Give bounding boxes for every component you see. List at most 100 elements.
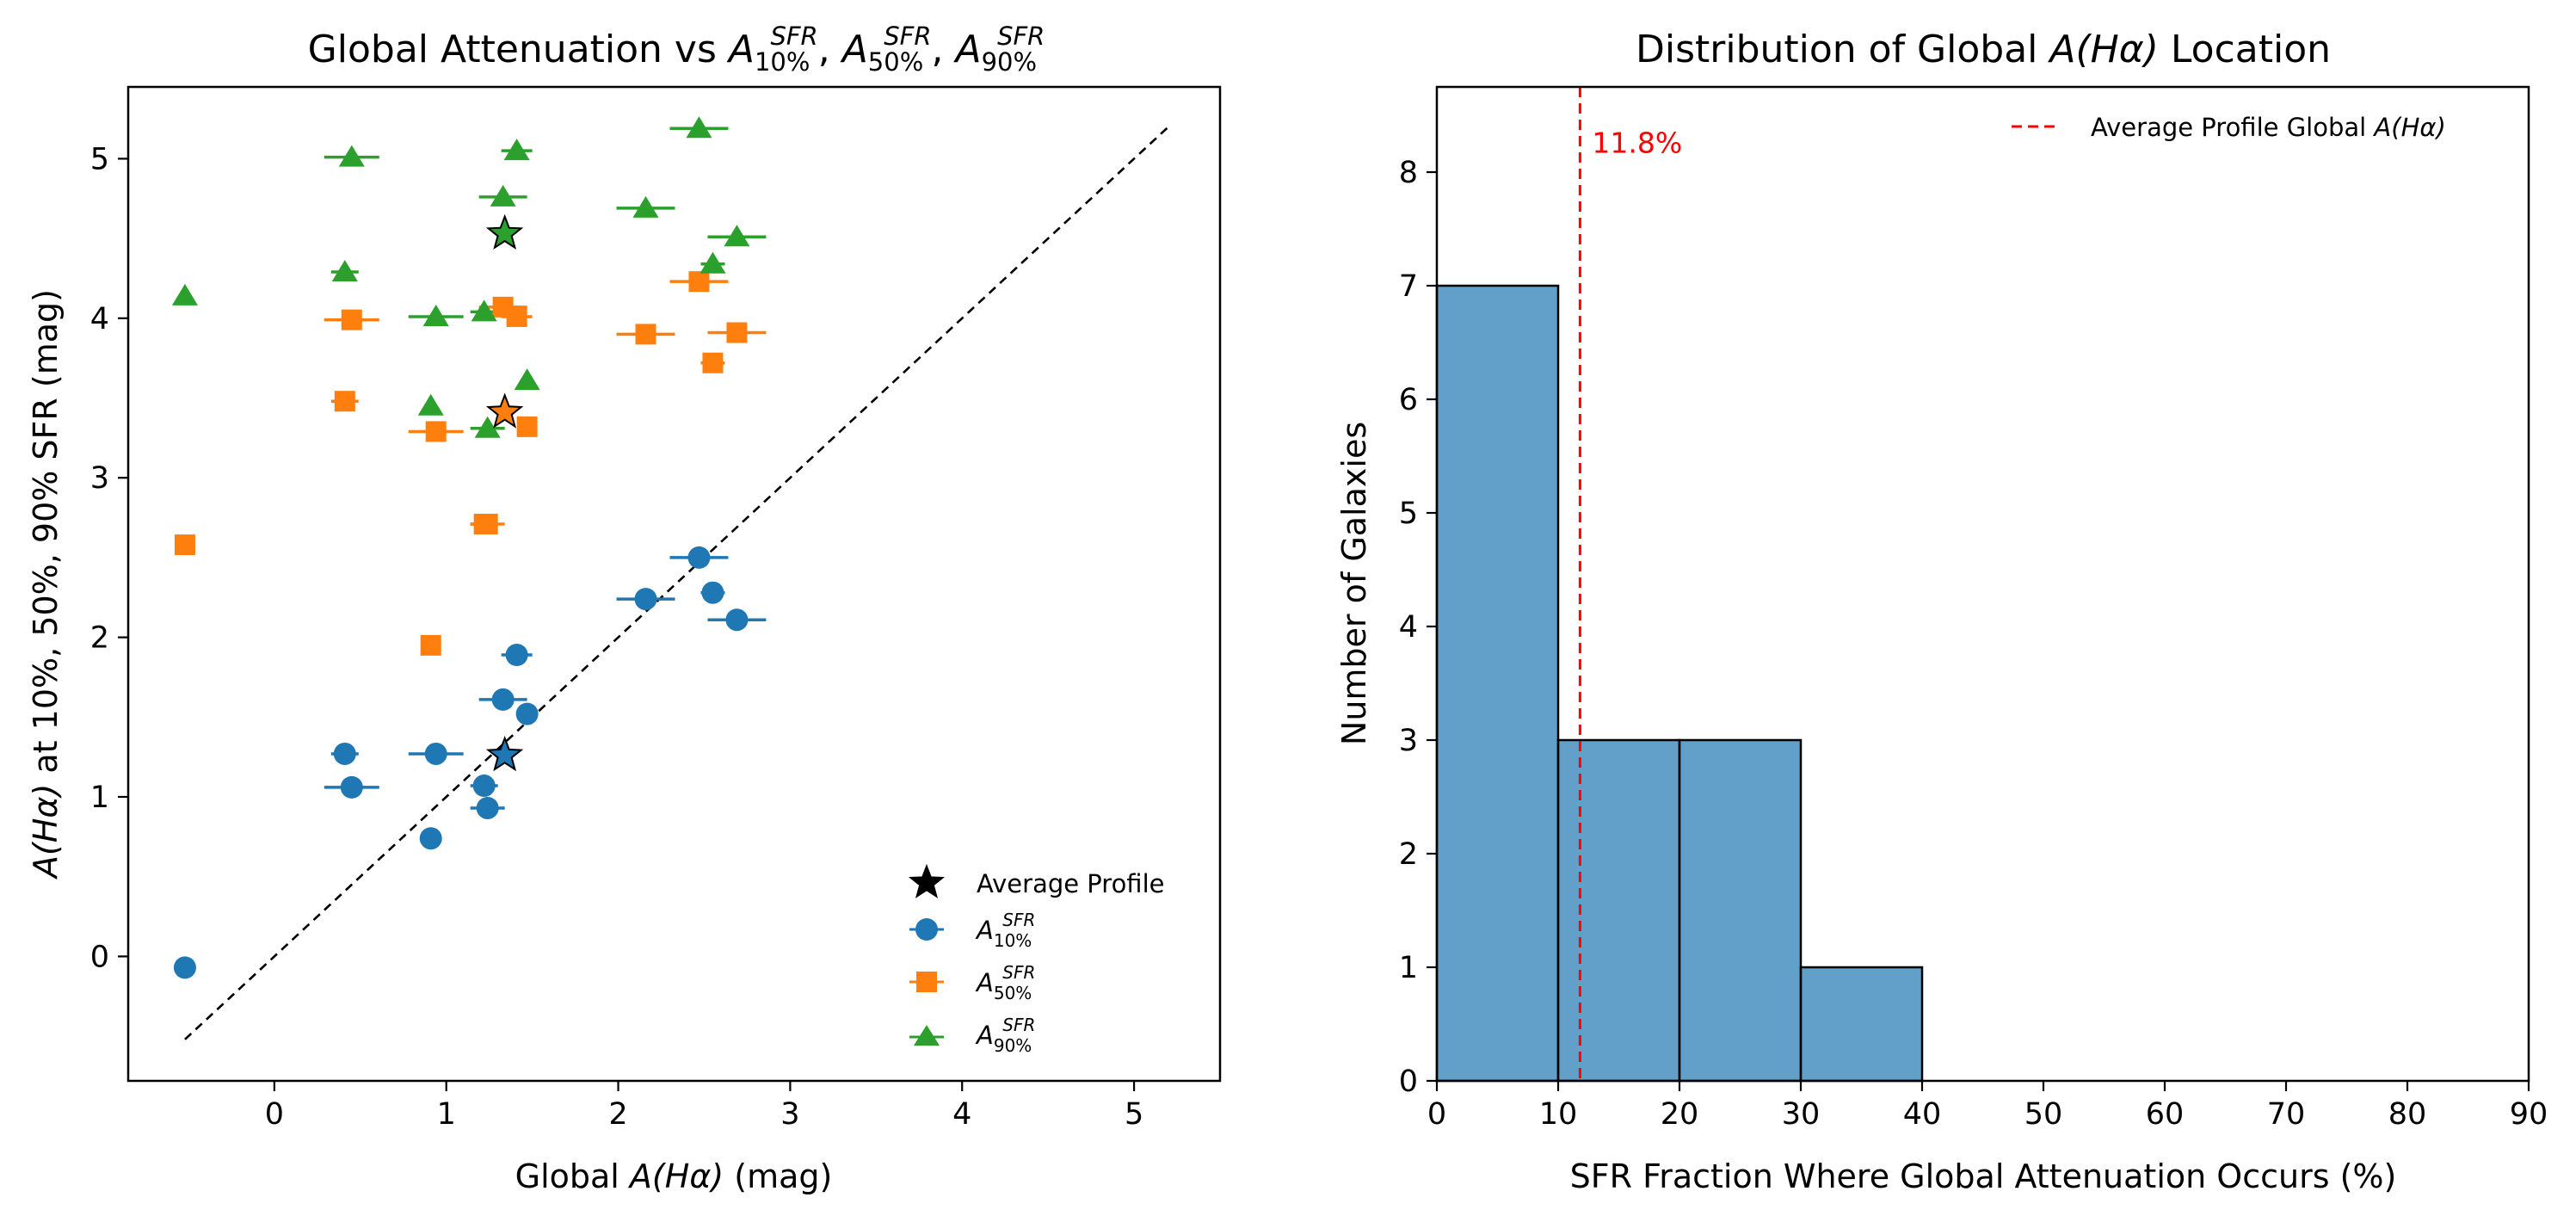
average-profile-percent-label: 11.8%: [1592, 127, 1682, 160]
point-a90: [632, 195, 659, 218]
scatter-x-label: Global A(Hα) (mag): [515, 1157, 833, 1195]
legend-circle-marker: [915, 918, 938, 941]
point-a90: [171, 283, 198, 306]
point-a90: [503, 139, 530, 161]
histogram-bar: [1678, 738, 1803, 1083]
point-a50: [425, 421, 447, 442]
histogram-x-tick-label: 80: [2388, 1097, 2427, 1132]
histogram-bar: [1799, 966, 1924, 1083]
histogram-axes-frame: [1435, 85, 2530, 1083]
histogram-x-tick-label: 20: [1661, 1097, 1699, 1132]
point-a10: [173, 956, 196, 979]
point-a50: [635, 324, 656, 345]
legend-label-a50: A50%SFR: [975, 962, 1035, 1003]
histogram-panel: Distribution of Global A(Hα) Location 0 1…: [1335, 28, 2548, 1195]
average-profile-star: [485, 735, 524, 772]
scatter-y-label: A(Hα) at 10%, 50%, 90% SFR (mag): [27, 289, 65, 880]
point-a10: [634, 588, 657, 611]
legend-star-marker: [908, 863, 946, 898]
point-a90: [699, 251, 726, 274]
point-a10: [515, 702, 539, 725]
histogram-y-tick-label: 7: [1399, 269, 1418, 304]
scatter-y-tick-label: 2: [90, 621, 109, 656]
point-a90: [514, 368, 540, 391]
histogram-x-tick-label: 40: [1903, 1097, 1942, 1132]
scatter-x-tick-label: 2: [608, 1097, 627, 1132]
scatter-axes-frame: [126, 85, 1222, 1083]
legend-label-a10: A10%SFR: [975, 910, 1035, 951]
point-a90: [338, 145, 365, 167]
point-a50: [688, 271, 710, 293]
point-a90: [471, 299, 497, 322]
point-a50: [516, 416, 538, 437]
histogram-x-tick-label: 0: [1427, 1097, 1446, 1132]
scatter-y-tick-label: 4: [90, 302, 109, 336]
point-a10: [419, 827, 442, 850]
histogram-y-ticks: 0 1 2 3 4 5 6 7 8: [1399, 156, 1437, 1099]
histogram-y-tick-label: 8: [1399, 156, 1418, 190]
point-a10: [687, 546, 711, 569]
point-a10: [333, 742, 356, 765]
histogram-x-label: SFR Fraction Where Global Attenuation Oc…: [1570, 1157, 2397, 1195]
point-a50: [726, 322, 748, 343]
histogram-y-tick-label: 6: [1399, 383, 1418, 417]
histogram-bars: [1435, 284, 1924, 1083]
point-a10: [701, 581, 724, 604]
scatter-x-ticks: 0 1 2 3 4 5: [265, 1081, 1143, 1132]
scatter-y-tick-label: 5: [90, 142, 109, 176]
histogram-y-label: Number of Galaxies: [1335, 422, 1373, 745]
scatter-x-tick-label: 1: [437, 1097, 456, 1132]
scatter-legend: Average Profile A10%SFR A50%SFR A90%SFR: [908, 863, 1164, 1056]
scatter-x-tick-label: 4: [952, 1097, 971, 1132]
point-a10: [476, 796, 499, 819]
histogram-y-tick-label: 1: [1399, 951, 1418, 985]
point-a10: [505, 644, 528, 666]
legend-square-marker: [916, 972, 937, 992]
scatter-x-tick-label: 5: [1125, 1097, 1143, 1132]
histogram-x-tick-label: 70: [2267, 1097, 2306, 1132]
histogram-x-tick-label: 60: [2146, 1097, 2185, 1132]
histogram-legend: Average Profile Global A(Hα): [2012, 113, 2446, 142]
scatter-y-tick-label: 1: [90, 781, 109, 815]
histogram-x-tick-label: 10: [1539, 1097, 1578, 1132]
point-a90: [474, 416, 501, 438]
histogram-x-tick-label: 50: [2024, 1097, 2063, 1132]
histogram-title: Distribution of Global A(Hα) Location: [1636, 28, 2331, 71]
average-profile-star: [485, 392, 524, 429]
point-a50: [334, 391, 355, 412]
point-a50: [506, 306, 527, 327]
scatter-x-tick-label: 3: [780, 1097, 799, 1132]
histogram-y-tick-label: 4: [1399, 610, 1418, 645]
point-a10: [491, 688, 515, 711]
point-a90: [422, 304, 449, 326]
point-a50: [341, 309, 362, 330]
histogram-y-tick-label: 5: [1399, 497, 1418, 531]
point-a50: [477, 513, 498, 534]
scatter-title: Global Attenuation vs A10%SFR, A50%SFR, …: [308, 22, 1045, 77]
histogram-x-tick-label: 30: [1782, 1097, 1821, 1132]
point-a90: [686, 116, 712, 139]
histogram-x-ticks: 0 10 20 30 40 50 60 70 80 90: [1427, 1081, 2548, 1132]
point-a90: [417, 393, 444, 416]
scatter-x-tick-label: 0: [265, 1097, 284, 1132]
point-a90: [724, 225, 750, 247]
histogram-bar: [1556, 738, 1681, 1083]
data-points: [171, 116, 750, 979]
histogram-y-tick-label: 0: [1399, 1065, 1418, 1099]
histogram-y-tick-label: 3: [1399, 724, 1418, 758]
scatter-y-ticks: 0 1 2 3 4 5: [90, 142, 128, 974]
legend-triangle-marker: [914, 1025, 940, 1046]
point-a10: [725, 608, 749, 632]
point-a50: [702, 352, 724, 373]
point-a90: [490, 184, 516, 207]
point-a10: [472, 775, 496, 798]
point-a50: [174, 534, 195, 556]
legend-label-average-profile-global: Average Profile Global A(Hα): [2091, 113, 2446, 142]
average-profile-star: [485, 213, 524, 250]
point-a90: [331, 260, 358, 282]
one-to-one-line: [184, 126, 1169, 1040]
legend-label-average-profile: Average Profile: [977, 869, 1164, 898]
histogram-bar: [1435, 284, 1560, 1083]
scatter-panel: Global Attenuation vs A10%SFR, A50%SFR, …: [27, 22, 1222, 1195]
